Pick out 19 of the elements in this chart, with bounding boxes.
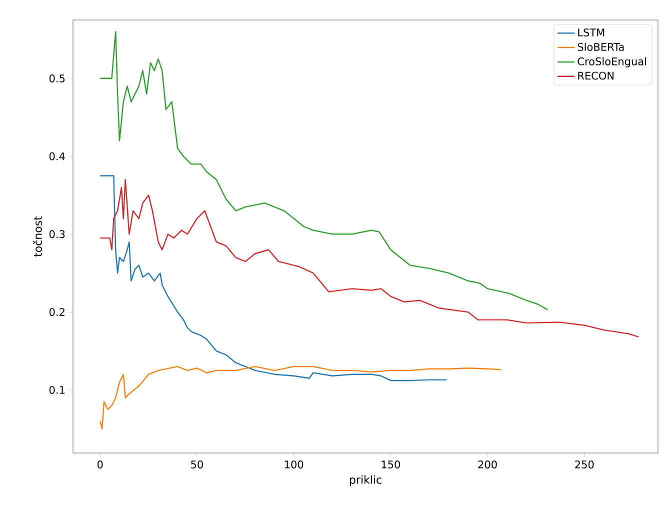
x-tick-label: 100 xyxy=(284,460,304,468)
y-tick-label: 0.2 xyxy=(49,308,64,316)
y-tick-label: 0.3 xyxy=(49,230,65,238)
line-series xyxy=(100,175,448,382)
legend-label: CroSloEngual xyxy=(578,57,646,68)
y-tick-label: 0.5 xyxy=(49,74,65,82)
x-tick-label: 150 xyxy=(382,460,400,468)
x-tick-label: 0 xyxy=(97,460,103,468)
x-tick-label: 50 xyxy=(191,460,203,468)
x-tick-label: 250 xyxy=(575,460,594,468)
y-tick-label: 0.4 xyxy=(49,152,65,160)
y-tick-label: 0.1 xyxy=(49,386,65,394)
legend-label: LSTM xyxy=(578,28,604,36)
y-axis-title: točnost xyxy=(32,216,42,257)
line-series xyxy=(100,366,502,430)
x-tick-label: 200 xyxy=(478,460,497,468)
x-axis-title: priklic xyxy=(350,475,382,486)
legend-label: RECON xyxy=(578,72,614,80)
legend-label: SloBERTa xyxy=(578,42,624,51)
